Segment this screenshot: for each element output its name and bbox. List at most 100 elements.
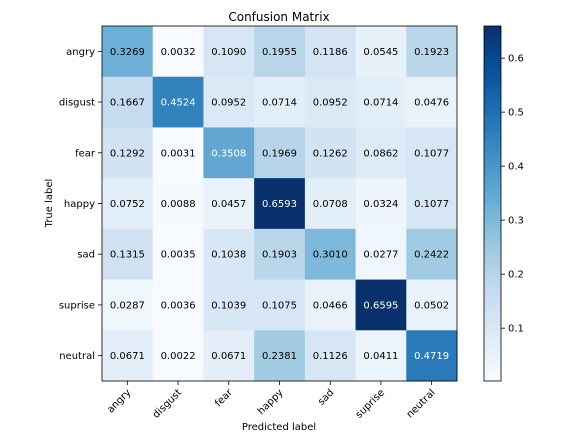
cell-value-label: 0.0324 [363, 199, 398, 210]
heatmap-cell [254, 127, 306, 179]
heatmap-cell [152, 127, 204, 179]
cell-value-label: 0.1923 [414, 47, 449, 58]
colorbar-ticks: 0.1 0.2 0.3 0.4 0.5 0.6 [501, 54, 524, 335]
cell-value-label: 0.2381 [262, 351, 297, 362]
cell-value-label: 0.0671 [211, 351, 246, 362]
x-tick-label: disgust [151, 387, 184, 420]
cell-value-label: 0.1955 [262, 47, 297, 58]
heatmap-cell [406, 228, 458, 281]
y-tick-label: fear [75, 148, 96, 159]
heatmap-cell [254, 330, 306, 382]
heatmap-cell [102, 279, 154, 331]
heatmap-cell [254, 178, 306, 230]
colorbar-tick-label: 0.3 [508, 216, 524, 227]
heatmap-cell [102, 228, 154, 281]
heatmap-cell [355, 279, 407, 331]
cell-value-label: 0.0287 [110, 300, 145, 311]
cell-value-label: 0.0752 [110, 199, 145, 210]
cell-value-label: 0.0708 [313, 199, 348, 210]
heatmap-cell [203, 178, 255, 230]
heatmap-cell [254, 279, 306, 331]
y-tick-label: neutral [59, 351, 95, 362]
x-axis-ticks: angry disgust fear happy sad suprise neutral [105, 381, 438, 421]
heatmap-cell [355, 228, 407, 281]
cell-value-label: 0.3010 [313, 250, 348, 261]
heatmap-cell [203, 26, 255, 78]
x-tick-label: suprise [354, 387, 387, 420]
heatmap-cell [406, 127, 458, 179]
heatmap-cell [304, 279, 357, 331]
cell-value-label: 0.1969 [262, 148, 297, 159]
heatmap-cell [152, 330, 204, 382]
heatmap-cell [406, 178, 458, 230]
cell-value-label: 0.1077 [414, 199, 449, 210]
cell-value-label: 0.1903 [262, 250, 297, 261]
heatmap-cell [406, 279, 458, 331]
colorbar-tick-label: 0.2 [508, 270, 524, 281]
heatmap-cell [355, 26, 407, 78]
y-axis-ticks: angry disgust fear happy sad suprise neutral [59, 47, 102, 362]
cell-value-label: 0.0022 [161, 351, 196, 362]
cell-value-label: 0.4524 [161, 98, 196, 109]
cell-value-label: 0.1038 [211, 250, 246, 261]
cell-value-label: 0.0671 [110, 351, 145, 362]
heatmap-cell [355, 330, 407, 382]
cell-value-label: 0.0466 [313, 300, 348, 311]
cell-value-label: 0.0036 [161, 300, 196, 311]
x-tick-label: sad [316, 387, 336, 407]
cell-value-label: 0.0031 [161, 148, 196, 159]
heatmap-cell [203, 228, 255, 281]
colorbar-tick-label: 0.6 [508, 54, 524, 65]
heatmap-cell [304, 127, 357, 179]
cell-value-label: 0.1090 [211, 47, 246, 58]
heatmap-cell [304, 26, 357, 78]
heatmap-cell [152, 178, 204, 230]
cell-value-label: 0.1315 [110, 250, 145, 261]
cell-value-label: 0.0545 [363, 47, 398, 58]
cell-value-label: 0.1039 [211, 300, 246, 311]
heatmap-cell [102, 26, 154, 78]
heatmap-cell [102, 76, 154, 128]
heatmap-cell [304, 178, 357, 230]
x-tick-label: angry [105, 387, 133, 415]
colorbar-tick-label: 0.4 [508, 162, 524, 173]
heatmap-cell [406, 330, 458, 382]
heatmap-cell [102, 127, 154, 179]
cell-value-label: 0.0476 [414, 98, 449, 109]
heatmap-cell [355, 178, 407, 230]
cell-value-label: 0.0714 [363, 98, 398, 109]
heatmap-cell [254, 26, 306, 78]
colorbar-tick-label: 0.5 [508, 108, 524, 119]
heatmap-cell [254, 76, 306, 128]
cell-value-label: 0.0411 [363, 351, 398, 362]
cell-value-label: 0.2422 [414, 250, 449, 261]
y-tick-label: happy [64, 199, 95, 210]
cell-value-label: 0.0952 [211, 98, 246, 109]
cell-value-label: 0.0457 [211, 199, 246, 210]
x-tick-label: neutral [405, 387, 438, 420]
cell-value-label: 0.1077 [414, 148, 449, 159]
colorbar-gradient [483, 25, 502, 382]
y-tick-label: disgust [59, 98, 95, 109]
y-axis-label: True label [44, 179, 55, 229]
heatmap-cell [203, 76, 255, 128]
heatmap-cell [203, 279, 255, 331]
cell-value-label: 0.0032 [161, 47, 196, 58]
cell-value-label: 0.1667 [110, 98, 145, 109]
heatmap-cell [254, 228, 306, 281]
cell-value-label: 0.0277 [363, 250, 398, 261]
y-tick-label: sad [77, 250, 95, 261]
x-axis-label: Predicted label [242, 422, 316, 432]
cell-value-label: 0.1126 [313, 351, 348, 362]
heatmap-cell [152, 76, 204, 128]
x-tick-label: fear [213, 387, 235, 409]
heatmap-cells: 0.3269 0.0032 0.1090 0.1955 0.1186 0.0545 0.19… [102, 26, 458, 382]
cell-value-label: 0.1186 [313, 47, 348, 58]
heatmap-cell [304, 228, 357, 281]
heatmap-cell [406, 26, 458, 78]
cell-value-label: 0.0862 [363, 148, 398, 159]
y-tick-label: suprise [59, 300, 95, 311]
heatmap-cell [304, 76, 357, 128]
heatmap-cell [102, 330, 154, 382]
cell-value-label: 0.1292 [110, 148, 145, 159]
